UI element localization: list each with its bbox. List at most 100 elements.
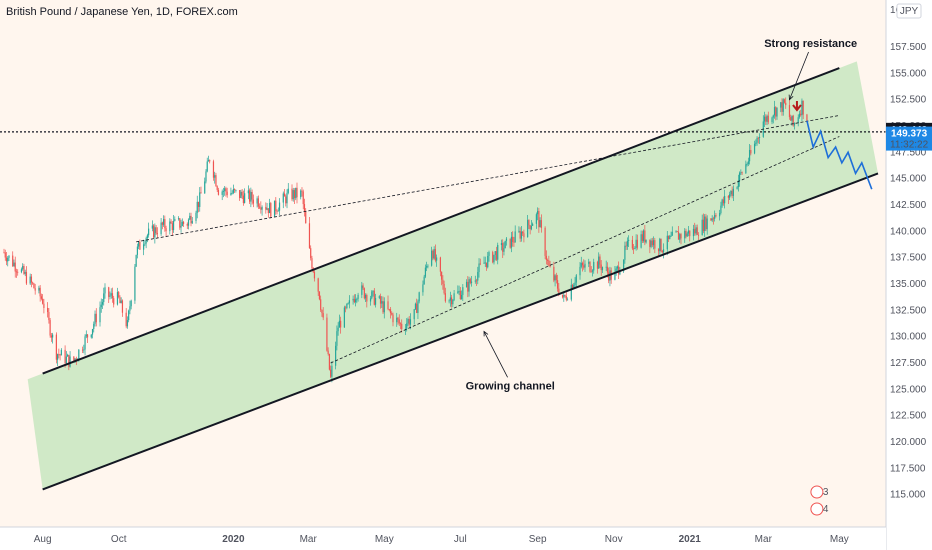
- candle-body: [513, 241, 515, 243]
- candle-body: [42, 298, 44, 304]
- candle-body: [209, 160, 211, 162]
- candle-body: [207, 160, 210, 162]
- candle-body: [746, 163, 748, 165]
- candle-body: [670, 235, 672, 237]
- candle-body: [313, 271, 316, 279]
- candle-body: [615, 268, 617, 272]
- candle-body: [200, 192, 202, 194]
- time-axis: [0, 527, 886, 550]
- candle-body: [514, 231, 516, 243]
- candle-body: [347, 303, 349, 305]
- y-tick-label: 130.000: [890, 332, 927, 343]
- y-tick-label: 115.000: [890, 490, 926, 501]
- candle-body: [780, 102, 782, 108]
- candle-body: [268, 203, 271, 214]
- candle-body: [696, 227, 698, 235]
- candle-body: [692, 228, 695, 237]
- candle-body: [701, 219, 703, 236]
- earnings-icon-label: 4: [823, 504, 829, 515]
- candle-body: [249, 190, 251, 202]
- candle-body: [502, 243, 504, 252]
- strong-resistance-label-arrowhead: [788, 94, 794, 101]
- candle-body: [25, 271, 28, 284]
- growing-channel-label-arrow: [483, 331, 508, 378]
- candle-body: [363, 288, 365, 299]
- candle-body: [434, 249, 436, 261]
- candle-body: [643, 230, 645, 241]
- candle-body: [553, 266, 555, 281]
- candle-body: [145, 238, 147, 244]
- candle-body: [497, 244, 499, 260]
- candle-body: [110, 293, 112, 296]
- candle-body: [449, 297, 451, 301]
- candle-body: [474, 280, 476, 282]
- candle-body: [444, 293, 446, 302]
- strong-resistance-label: Strong resistance: [764, 38, 857, 50]
- x-tick-label: May: [375, 534, 394, 545]
- candle-body: [747, 161, 749, 164]
- y-tick-label: 135.000: [890, 279, 927, 290]
- candle-body: [195, 212, 197, 221]
- candle-body: [598, 256, 600, 269]
- candle-body: [409, 319, 412, 325]
- candle-body: [494, 251, 496, 255]
- candle-body: [206, 161, 208, 172]
- candle-body: [591, 270, 594, 272]
- candle-body: [538, 210, 540, 228]
- candle-body: [165, 228, 167, 232]
- candle-body: [689, 230, 691, 237]
- candle-body: [539, 220, 541, 228]
- candle-body: [537, 210, 539, 215]
- candle-body: [134, 266, 136, 301]
- candle-body: [392, 314, 394, 323]
- growing-channel-label: Growing channel: [466, 380, 555, 392]
- candle-body: [588, 261, 590, 264]
- candle-body: [616, 266, 619, 269]
- candle-body: [431, 250, 433, 266]
- candle-body: [687, 230, 690, 234]
- candle-body: [66, 354, 69, 357]
- candle-body: [129, 306, 131, 311]
- candle-body: [282, 193, 284, 203]
- candle-body: [729, 194, 731, 198]
- upper-dashed-trendline: [136, 115, 840, 243]
- candle-body: [535, 214, 537, 224]
- candle-body: [660, 238, 662, 252]
- candle-body: [783, 99, 786, 103]
- candle-body: [458, 290, 460, 292]
- candle-body: [369, 298, 372, 302]
- candle-body: [414, 303, 417, 310]
- candle-body: [172, 220, 175, 231]
- candle-body: [651, 240, 653, 246]
- candle-body: [356, 298, 358, 300]
- candle-body: [305, 211, 307, 224]
- candle-body: [91, 329, 94, 335]
- candle-body: [258, 206, 261, 208]
- candle-body: [600, 264, 602, 271]
- candle-body: [495, 251, 498, 260]
- candle-body: [287, 188, 289, 193]
- candle-body: [732, 188, 734, 196]
- candle-body: [523, 233, 525, 238]
- candle-body: [563, 294, 565, 298]
- candle-body: [599, 256, 601, 265]
- candle-body: [73, 356, 75, 361]
- candle-body: [283, 193, 286, 197]
- candle-body: [510, 236, 513, 248]
- candle-body: [671, 231, 673, 236]
- candle-body: [527, 220, 529, 238]
- candle-body: [608, 272, 610, 281]
- candle-body: [391, 313, 393, 315]
- candle-body: [697, 234, 700, 236]
- candle-body: [14, 262, 16, 272]
- candle-body: [22, 266, 24, 270]
- candle-body: [492, 252, 494, 263]
- candle-body: [487, 255, 489, 268]
- candle-body: [566, 299, 569, 301]
- candle-body: [624, 245, 626, 260]
- candle-body: [745, 164, 747, 174]
- candle-body: [509, 238, 511, 248]
- candle-body: [320, 299, 322, 310]
- candle-body: [336, 331, 338, 346]
